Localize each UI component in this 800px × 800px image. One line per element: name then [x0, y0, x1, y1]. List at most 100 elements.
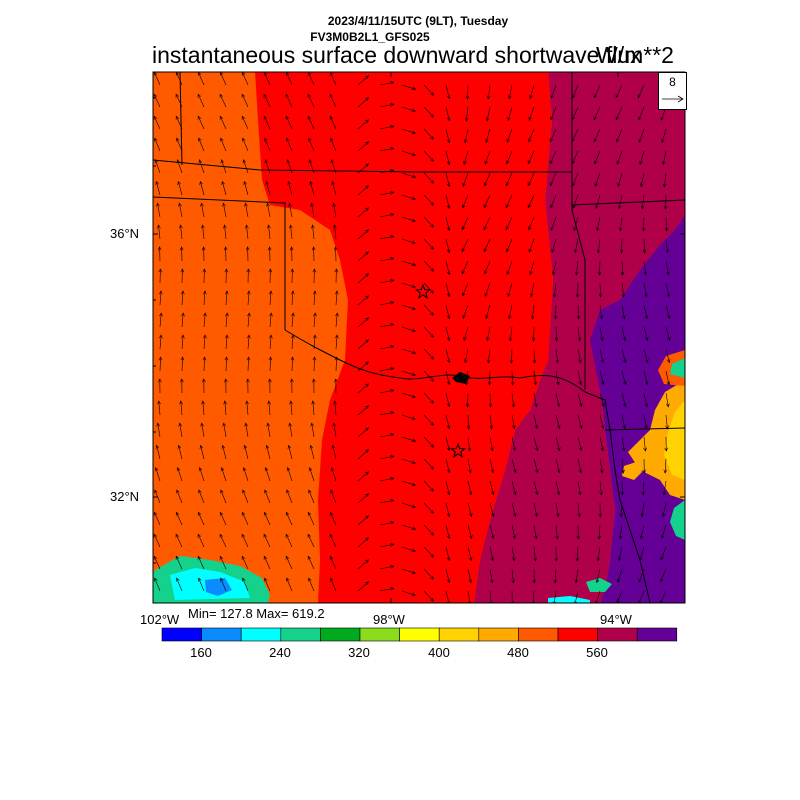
wind-arrow-head [154, 577, 158, 582]
wind-arrow-head [219, 93, 223, 98]
colorbar-swatch [359, 627, 400, 642]
wind-arrow-head [446, 557, 451, 562]
wind-arrow-head [597, 535, 602, 540]
colorbar-label-240: 240 [269, 645, 291, 660]
wind-arrow-head [203, 290, 207, 295]
wind-arrow [620, 216, 623, 231]
wind-arrow [467, 546, 472, 561]
wind-arrow [200, 445, 205, 460]
wind-arrow-head [531, 337, 536, 342]
wind-arrow-head [290, 268, 295, 273]
wind-arrow [401, 414, 416, 420]
wind-arrow [357, 141, 369, 152]
wind-arrow-head [333, 400, 337, 405]
wind-arrow-head [446, 315, 451, 320]
wind-arrow-head [241, 93, 245, 98]
wind-arrow [572, 172, 579, 187]
wind-arrow [201, 203, 205, 218]
wind-arrow-head [178, 422, 182, 427]
wind-arrow-head [153, 115, 158, 120]
wind-arrow-head [446, 425, 451, 430]
wind-arrow-head [263, 511, 268, 516]
wind-arrow [379, 81, 394, 86]
wind-arrow [401, 150, 416, 156]
wind-arrow-head [411, 438, 416, 442]
wind-arrow [599, 436, 604, 451]
colorbar-label-480: 480 [507, 645, 529, 660]
wind-arrow [423, 370, 434, 382]
wind-arrow [466, 106, 469, 121]
wind-arrow-head [465, 95, 470, 100]
wind-arrow-head [621, 469, 625, 474]
wind-arrow [532, 304, 535, 319]
wind-arrow [615, 106, 623, 120]
wind-arrow [155, 467, 161, 482]
wind-arrow-head [365, 229, 370, 234]
wind-arrow [357, 383, 369, 394]
wind-arrow-head [308, 577, 312, 582]
wind-arrow-head [411, 152, 416, 156]
wind-arrow [423, 546, 434, 558]
wind-arrow [621, 348, 626, 363]
wind-arrow-head [463, 336, 467, 342]
wind-arrow-head [289, 400, 293, 405]
wind-arrow [621, 304, 625, 319]
wind-arrow-head [430, 245, 434, 250]
wind-arrow [269, 313, 272, 328]
shortwave-flux-field [153, 72, 685, 603]
wind-arrow-head [286, 467, 291, 472]
wind-arrow-head [594, 160, 598, 165]
wind-arrow [549, 150, 557, 164]
wind-arrow-head [411, 306, 416, 310]
wind-arrow-head [332, 422, 336, 427]
wind-arrow-head [573, 226, 577, 232]
wind-arrow-head [201, 246, 206, 251]
wind-arrow [309, 159, 315, 174]
wind-arrow [242, 577, 249, 592]
wind-arrow [156, 181, 161, 196]
wind-vector-field [153, 72, 671, 603]
wind-arrow-head [242, 137, 246, 142]
wind-arrow-head [242, 467, 247, 472]
wind-arrow-head [267, 400, 271, 405]
wind-arrow [528, 216, 535, 231]
wind-arrow-head [365, 295, 370, 300]
wind-arrow-head [484, 292, 489, 297]
wind-arrow-head [264, 577, 268, 582]
wind-arrow [618, 546, 623, 561]
wind-arrow-head [484, 182, 488, 187]
wind-arrow [178, 445, 183, 460]
wind-arrow-head [198, 137, 202, 142]
wind-arrow-head [430, 421, 434, 426]
wind-arrow-head [598, 293, 603, 298]
wind-arrow [287, 467, 293, 482]
wind-arrow-head [312, 268, 317, 273]
vector-reference-value: 8 [669, 75, 676, 89]
wind-arrow [599, 370, 604, 385]
colorbar-swatch [320, 627, 361, 642]
wind-arrow-head [390, 499, 395, 503]
wind-arrow [642, 194, 645, 209]
wind-arrow-head [430, 267, 434, 272]
wind-arrow-head [535, 447, 539, 452]
wind-arrow-head [335, 312, 339, 317]
wind-arrow [505, 172, 513, 186]
wind-arrow [222, 445, 227, 460]
wind-arrow [379, 169, 394, 174]
wind-arrow [225, 290, 228, 306]
wind-arrow-head [153, 555, 158, 560]
wind-arrow-head [661, 138, 665, 144]
wind-arrow [483, 194, 491, 208]
wind-arrow-head [411, 526, 416, 530]
colorbar-swatch [597, 627, 638, 642]
wind-arrow [555, 502, 559, 517]
wind-arrow-head [241, 511, 246, 516]
wind-arrow [181, 290, 184, 306]
wind-arrow-head [483, 248, 488, 253]
field-zone-purple [590, 215, 685, 603]
wind-arrow [379, 103, 394, 108]
wind-arrow [335, 290, 338, 306]
wind-arrow-head [578, 491, 582, 496]
wind-arrow [665, 370, 670, 385]
wind-arrow-head [637, 94, 642, 99]
